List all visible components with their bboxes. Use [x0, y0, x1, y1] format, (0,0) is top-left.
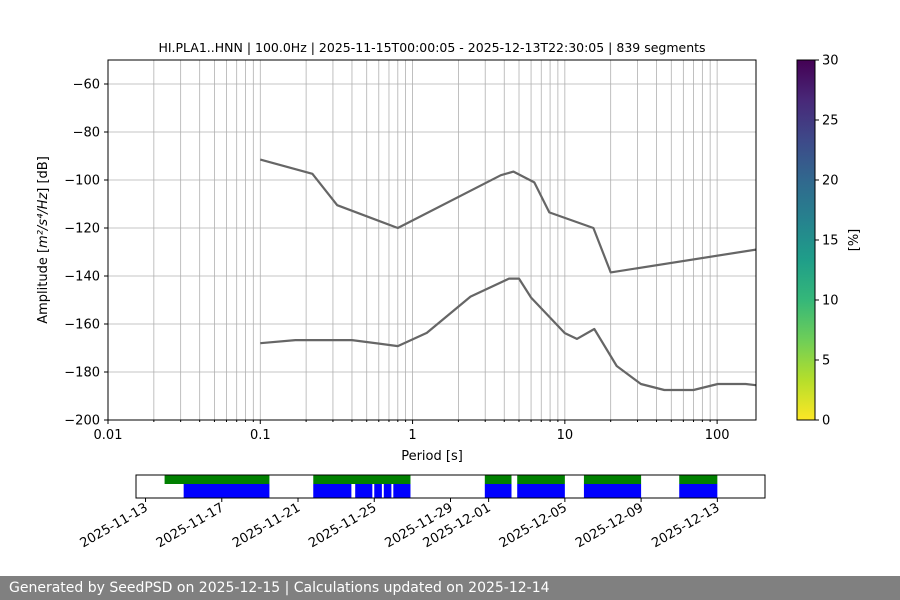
x-tick-label: 0.01: [94, 428, 123, 443]
y-axis-label-units: m²/s⁴/Hz: [36, 192, 51, 248]
available-segment: [679, 475, 718, 484]
processed-segment: [517, 484, 565, 498]
y-axis-label: Amplitude [m²/s⁴/Hz] [dB]: [36, 156, 51, 324]
available-segment: [517, 475, 565, 484]
y-axis-label-start: Amplitude [: [36, 248, 51, 324]
footer: Generated by SeedPSD on 2025-12-15 | Cal…: [0, 576, 900, 600]
timeline-ticks: 2025-11-13 2025-11-17 2025-11-21 2025-11-25…: [78, 498, 722, 551]
series-line-nlnm: [260, 277, 756, 392]
plot-frame: [107, 59, 757, 421]
x-axis-label: Period [s]: [401, 449, 463, 464]
x-tick-label: 0.1: [250, 428, 271, 443]
colorbar-tick-label: 20: [822, 174, 839, 189]
timeline-tick-label: 2025-12-09: [573, 500, 646, 551]
available-segment: [484, 475, 512, 484]
x-tick-label: 100: [705, 428, 730, 443]
x-axis-ticks: 0.01 0.1 1 10 100: [94, 420, 730, 443]
x-tick-label: 10: [557, 428, 574, 443]
y-tick-label: −180: [64, 366, 100, 381]
y-tick-label: −100: [64, 174, 100, 189]
processed-segment: [484, 484, 512, 498]
colorbar: [796, 59, 816, 421]
timeline-tick-label: 2025-12-13: [649, 500, 722, 551]
processed-segment: [355, 484, 373, 498]
y-tick-label: −140: [64, 270, 100, 285]
timeline-tick-label: 2025-12-05: [497, 500, 570, 551]
available-segment: [164, 475, 270, 484]
timeline-tick-label: 2025-11-21: [230, 500, 303, 551]
processed-segment: [393, 484, 411, 498]
available-segment: [583, 475, 642, 484]
available-segment: [313, 475, 411, 484]
colorbar-ticks: 0 5 10 15 20 25 30: [815, 54, 839, 429]
colorbar-label: [%]: [847, 229, 862, 252]
processed-segment: [383, 484, 392, 498]
y-axis-ticks: −200 −180 −160 −140 −120 −100 −80 −60: [64, 78, 108, 429]
x-tick-label: 1: [408, 428, 416, 443]
processed-segment: [374, 484, 382, 498]
grid-lines: [108, 60, 756, 420]
timeline-tick-label: 2025-11-13: [78, 500, 151, 551]
noise-models: [260, 158, 756, 392]
processed-segment: [679, 484, 718, 498]
processed-segment: [183, 484, 270, 498]
colorbar-tick-label: 0: [822, 414, 830, 429]
psd-figure: HI.PLA1..HNN | 100.0Hz | 2025-11-15T00:0…: [36, 40, 862, 551]
y-tick-label: −200: [64, 414, 100, 429]
colorbar-tick-label: 30: [822, 54, 839, 69]
colorbar-tick-label: 25: [822, 114, 839, 129]
y-tick-label: −120: [64, 222, 100, 237]
processed-segment: [313, 484, 352, 498]
colorbar-tick-label: 5: [822, 354, 830, 369]
y-tick-label: −80: [73, 126, 100, 141]
timeline-tick-label: 2025-11-17: [154, 500, 227, 551]
y-tick-label: −60: [73, 78, 100, 93]
colorbar-tick-label: 10: [822, 294, 839, 309]
data-availability-timeline: [164, 475, 718, 498]
colorbar-tick-label: 15: [822, 234, 839, 249]
y-tick-label: −160: [64, 318, 100, 333]
y-axis-label-end: ] [dB]: [36, 156, 51, 193]
series-line-nhnm: [260, 158, 756, 274]
timeline-tick-label: 2025-11-25: [306, 500, 379, 551]
processed-segment: [583, 484, 642, 498]
chart-title: HI.PLA1..HNN | 100.0Hz | 2025-11-15T00:0…: [158, 40, 705, 55]
